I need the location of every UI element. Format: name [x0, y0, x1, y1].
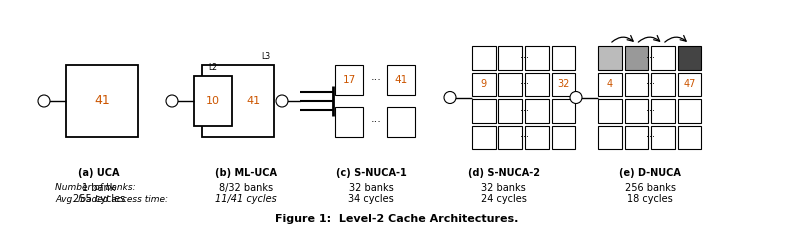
Bar — [651, 125, 675, 149]
Bar — [651, 99, 675, 122]
Bar — [677, 73, 701, 96]
Bar — [551, 125, 575, 149]
Text: 47: 47 — [683, 79, 695, 89]
Text: (b) ML-UCA: (b) ML-UCA — [215, 168, 277, 178]
Bar — [625, 125, 648, 149]
Bar — [499, 46, 522, 70]
Circle shape — [166, 95, 178, 107]
Text: ···: ··· — [646, 132, 655, 142]
Text: 1 bank: 1 bank — [82, 183, 116, 193]
Bar — [551, 99, 575, 122]
Circle shape — [276, 95, 288, 107]
Circle shape — [570, 91, 582, 103]
Text: 255 cycles: 255 cycles — [73, 194, 125, 204]
Bar — [625, 46, 648, 70]
Text: 4: 4 — [607, 79, 613, 89]
Bar — [677, 125, 701, 149]
Text: 41: 41 — [394, 75, 408, 85]
Bar — [598, 73, 622, 96]
Bar — [387, 65, 415, 95]
Text: 24 cycles: 24 cycles — [481, 194, 527, 204]
Text: ···: ··· — [370, 117, 381, 127]
Bar — [625, 73, 648, 96]
Bar — [499, 125, 522, 149]
Text: Figure 1:  Level-2 Cache Architectures.: Figure 1: Level-2 Cache Architectures. — [275, 214, 518, 224]
Text: 8/32 banks: 8/32 banks — [219, 183, 273, 193]
Text: 17: 17 — [343, 75, 355, 85]
Bar — [651, 73, 675, 96]
Bar — [598, 125, 622, 149]
Text: ···: ··· — [520, 106, 529, 116]
Text: ···: ··· — [646, 106, 655, 116]
Text: L2: L2 — [209, 64, 217, 73]
Bar — [66, 65, 138, 137]
Text: 32: 32 — [557, 79, 569, 89]
Text: (a) UCA: (a) UCA — [79, 168, 120, 178]
Text: 32 banks: 32 banks — [481, 183, 526, 193]
Text: 41: 41 — [247, 96, 261, 106]
Text: 32 banks: 32 banks — [349, 183, 393, 193]
Bar — [551, 46, 575, 70]
Text: ···: ··· — [370, 75, 381, 85]
Text: (d) S-NUCA-2: (d) S-NUCA-2 — [468, 168, 539, 178]
Bar — [202, 65, 274, 137]
Bar — [525, 125, 549, 149]
Bar — [335, 107, 363, 137]
Text: 41: 41 — [94, 94, 110, 107]
Bar — [472, 73, 496, 96]
Circle shape — [38, 95, 50, 107]
Bar — [598, 99, 622, 122]
Text: Number of banks:: Number of banks: — [55, 183, 136, 192]
Bar — [598, 46, 622, 70]
Text: ···: ··· — [646, 79, 655, 89]
Text: ···: ··· — [646, 53, 655, 63]
Bar — [651, 46, 675, 70]
Text: (e) D-NUCA: (e) D-NUCA — [619, 168, 681, 178]
Bar — [499, 73, 522, 96]
Bar — [387, 107, 415, 137]
Bar — [625, 99, 648, 122]
Bar — [525, 46, 549, 70]
Text: 11/41 cycles: 11/41 cycles — [215, 194, 277, 204]
Bar — [525, 99, 549, 122]
Bar — [335, 65, 363, 95]
Bar — [472, 125, 496, 149]
Text: ···: ··· — [520, 132, 529, 142]
Bar — [551, 73, 575, 96]
Bar — [677, 99, 701, 122]
Text: 9: 9 — [481, 79, 487, 89]
Text: ···: ··· — [520, 53, 529, 63]
Circle shape — [444, 91, 456, 103]
Text: (c) S-NUCA-1: (c) S-NUCA-1 — [335, 168, 407, 178]
Text: L3: L3 — [262, 52, 270, 61]
Bar — [194, 76, 232, 126]
Text: 256 banks: 256 banks — [625, 183, 676, 193]
Text: 18 cycles: 18 cycles — [627, 194, 673, 204]
Bar — [499, 99, 522, 122]
Text: 10: 10 — [206, 96, 220, 106]
Bar — [472, 46, 496, 70]
Bar — [525, 73, 549, 96]
Text: Avg. loaded access time:: Avg. loaded access time: — [55, 195, 168, 204]
Bar — [472, 99, 496, 122]
Text: 34 cycles: 34 cycles — [348, 194, 394, 204]
Text: ···: ··· — [520, 79, 529, 89]
Bar — [677, 46, 701, 70]
